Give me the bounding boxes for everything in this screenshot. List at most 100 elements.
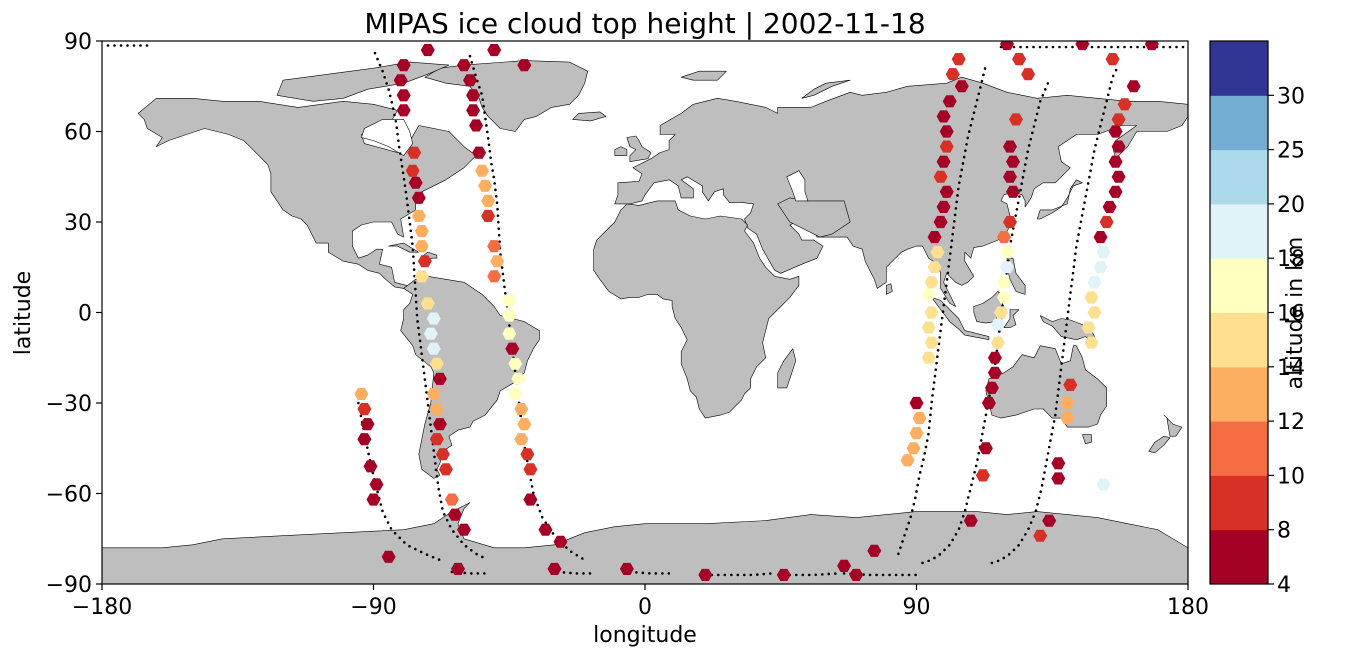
cloud-point — [990, 318, 1005, 331]
cloud-point — [1006, 185, 1020, 198]
cloud-point — [426, 342, 441, 355]
cloud-point — [514, 403, 529, 416]
orbit-track — [897, 63, 988, 556]
colorbar-segment — [1210, 312, 1268, 368]
cloud-point — [487, 44, 502, 57]
cloud-point — [942, 95, 957, 108]
cloud-point — [1000, 246, 1014, 259]
cloud-point — [429, 357, 444, 370]
cloud-point — [405, 164, 420, 177]
cloud-point — [417, 255, 432, 268]
x-tick-label: −180 — [72, 595, 132, 620]
cloud-point — [354, 387, 369, 400]
cloud-point — [414, 270, 429, 283]
cloud-point — [466, 104, 481, 117]
cloud-point — [1108, 125, 1123, 138]
cloud-point — [520, 448, 535, 461]
colorbar-segment — [1210, 203, 1268, 259]
cloud-point — [924, 336, 939, 349]
x-tick-label: 90 — [903, 595, 931, 620]
cloud-point — [867, 544, 882, 557]
new-zealand-south-land — [1148, 435, 1171, 454]
cloud-point — [1006, 155, 1020, 168]
cloud-point — [475, 164, 490, 177]
cloud-point — [1093, 261, 1108, 274]
cloud-point — [987, 351, 1002, 364]
cloud-point — [502, 294, 517, 307]
cloud-point — [1084, 336, 1099, 349]
cloud-point — [423, 327, 438, 340]
cloud-point — [954, 80, 969, 93]
cloud-point — [933, 215, 948, 229]
cloud-point — [936, 200, 951, 213]
cloud-point — [426, 312, 441, 325]
cloud-point — [511, 372, 526, 385]
cloud-point — [363, 460, 378, 473]
cloud-point — [523, 463, 538, 476]
cloud-point — [429, 433, 444, 446]
cloud-point — [909, 427, 924, 440]
cloud-point — [1084, 291, 1099, 304]
cloud-point — [900, 454, 915, 467]
cloud-point — [1093, 231, 1108, 244]
antarctica-land — [102, 502, 1188, 584]
cloud-point — [963, 514, 978, 527]
cloud-point — [997, 291, 1011, 304]
cloud-point — [1096, 478, 1111, 491]
cloud-point — [487, 270, 502, 283]
cloud-point — [927, 261, 942, 274]
cloud-point — [407, 146, 422, 159]
colorbar-tick-label: 10 — [1277, 464, 1305, 489]
cloud-point — [478, 179, 493, 192]
cloud-point — [1099, 215, 1114, 229]
cloud-point — [502, 309, 517, 322]
x-axis-label: longitude — [593, 623, 697, 648]
cloud-point — [435, 448, 450, 461]
cloud-point — [447, 508, 462, 521]
cloud-point — [457, 59, 471, 72]
cloud-point — [1063, 378, 1078, 391]
cloud-point — [508, 387, 523, 400]
cloud-point — [357, 433, 372, 446]
japan-land — [1036, 179, 1083, 220]
cloud-point — [393, 74, 408, 87]
cloud-point — [921, 288, 936, 301]
novaya-zemlya-land — [801, 79, 851, 99]
colorbar-tick-label: 8 — [1277, 519, 1291, 544]
cloud-point — [924, 276, 939, 289]
cloud-point — [927, 231, 942, 244]
cloud-point — [514, 433, 529, 446]
cloud-point — [432, 418, 447, 431]
cloud-point — [414, 240, 429, 253]
arctic-islands-land — [276, 61, 450, 102]
orbit-track — [703, 572, 774, 577]
orbit-track — [921, 78, 1051, 565]
y-axis-label: latitude — [11, 271, 36, 355]
cloud-point — [930, 246, 945, 259]
cloud-point — [1033, 529, 1048, 542]
orbit-track — [990, 63, 1120, 565]
colorbar: 4 8 10 12 14 16 18 20 25 30 — [1209, 40, 1305, 598]
cloud-point — [1087, 306, 1102, 319]
cloud-point — [1108, 185, 1123, 198]
cloud-point — [487, 240, 502, 253]
cloud-point — [408, 176, 423, 189]
cloud-point — [1009, 113, 1023, 126]
cloud-point — [997, 276, 1011, 289]
cloud-point — [451, 562, 465, 575]
cuba-land — [388, 242, 420, 253]
cloud-point — [426, 387, 441, 400]
cloud-point — [357, 403, 372, 416]
cloud-point — [933, 170, 948, 183]
cloud-point — [837, 559, 852, 572]
orbit-track — [788, 572, 840, 577]
cloud-point — [912, 412, 927, 425]
new-zealand-land — [1163, 414, 1183, 437]
cloud-point — [490, 255, 505, 268]
cloud-point — [1003, 215, 1017, 229]
cloud-point — [411, 209, 426, 222]
cloud-point — [1051, 457, 1066, 470]
australia-land — [985, 345, 1107, 428]
cloud-point — [360, 418, 375, 431]
colorbar-tick-label: 25 — [1277, 139, 1305, 164]
